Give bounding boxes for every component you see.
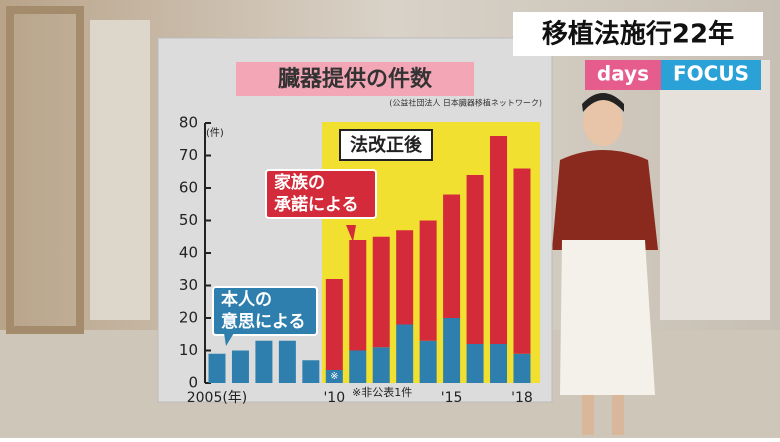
bar-segment xyxy=(349,350,367,383)
bar-segment xyxy=(443,318,461,383)
bar-segment xyxy=(466,175,484,344)
plot: 0 10 20 30 40 50 60 70 80 2005(年) '10 '15 '18 ※ 本人の意思に… xyxy=(179,114,533,407)
y-tick-label: 20 xyxy=(179,309,198,327)
bar-segment xyxy=(372,347,390,383)
presenter xyxy=(552,93,658,435)
legend-label: 本人の意思による xyxy=(221,289,306,332)
banner-box xyxy=(513,12,763,56)
bar-segment xyxy=(325,279,343,370)
x-tick-label: '15 xyxy=(441,390,463,406)
bar-segment xyxy=(302,360,320,383)
bar-segment xyxy=(513,353,531,383)
legend-pointer xyxy=(346,225,356,242)
studio-shelf xyxy=(6,6,84,334)
bar-segment xyxy=(231,350,249,383)
bar-segment xyxy=(490,136,508,344)
y-tick-label: 0 xyxy=(188,374,198,392)
x-tick-label: 2005(年) xyxy=(187,390,248,406)
title-box xyxy=(236,62,474,96)
studio-panel xyxy=(660,60,770,320)
banner: 移植法施行22年 xyxy=(542,19,734,50)
bar-segment xyxy=(419,340,437,383)
y-unit: (件) xyxy=(206,127,224,139)
y-tick-label: 10 xyxy=(179,341,198,359)
studio-pillar xyxy=(90,20,150,320)
bar-segment xyxy=(208,353,226,383)
legend-pointer xyxy=(224,333,234,346)
logo-left: days xyxy=(597,62,649,86)
y-tick-label: 60 xyxy=(179,179,198,197)
chart-source: (公益社団法人 日本臓器移植ネットワーク) xyxy=(389,98,542,108)
bar-segment xyxy=(278,340,296,383)
y-tick-label: 70 xyxy=(179,146,198,164)
bar-segment xyxy=(513,168,531,354)
logo-right: FOCUS xyxy=(673,62,749,86)
bar-segment xyxy=(255,340,273,383)
chart-title: 臓器提供の件数 xyxy=(278,66,433,92)
x-tick-label: '18 xyxy=(511,390,533,406)
bar-segment xyxy=(466,344,484,383)
bar-segment xyxy=(490,344,508,383)
x-tick-label: '10 xyxy=(323,390,345,406)
legend-label: 家族の承諾による xyxy=(274,172,359,215)
bar-segment xyxy=(396,324,414,383)
note: ※非公表1件 xyxy=(352,385,412,399)
annotation: 法改正後 xyxy=(350,134,423,156)
logo-right-box xyxy=(661,60,761,90)
bar-segment xyxy=(396,230,414,325)
bar-segment xyxy=(443,194,461,318)
logo-left-box xyxy=(585,60,661,90)
legend-box xyxy=(265,169,377,219)
y-tick-label: 30 xyxy=(179,276,198,294)
y-tick-label: 40 xyxy=(179,244,198,262)
annotation-box xyxy=(339,129,433,161)
y-tick-label: 50 xyxy=(179,211,198,229)
bar-segment xyxy=(349,240,367,351)
y-tick-label: 80 xyxy=(179,114,198,132)
bar-segment xyxy=(372,236,390,348)
bar-segment xyxy=(325,370,343,383)
note-marker: ※ xyxy=(330,371,338,382)
bar-segment xyxy=(419,220,437,341)
legend-box xyxy=(212,286,318,336)
